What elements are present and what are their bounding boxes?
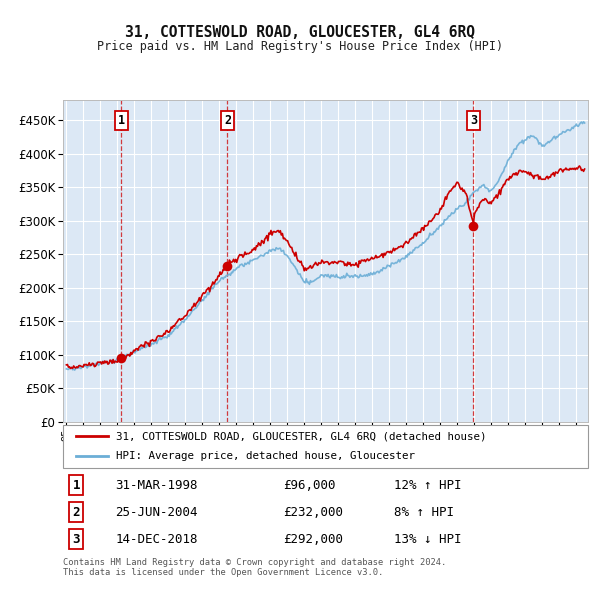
Text: Price paid vs. HM Land Registry's House Price Index (HPI): Price paid vs. HM Land Registry's House …: [97, 40, 503, 53]
Text: 14-DEC-2018: 14-DEC-2018: [115, 533, 198, 546]
Text: £96,000: £96,000: [284, 479, 336, 492]
Text: 3: 3: [73, 533, 80, 546]
Text: HPI: Average price, detached house, Gloucester: HPI: Average price, detached house, Glou…: [115, 451, 415, 461]
Text: 1: 1: [73, 479, 80, 492]
Text: 12% ↑ HPI: 12% ↑ HPI: [394, 479, 461, 492]
Text: £232,000: £232,000: [284, 506, 343, 519]
Text: 8% ↑ HPI: 8% ↑ HPI: [394, 506, 454, 519]
Text: 2: 2: [73, 506, 80, 519]
Text: 31-MAR-1998: 31-MAR-1998: [115, 479, 198, 492]
Text: Contains HM Land Registry data © Crown copyright and database right 2024.
This d: Contains HM Land Registry data © Crown c…: [63, 558, 446, 577]
Text: 31, COTTESWOLD ROAD, GLOUCESTER, GL4 6RQ: 31, COTTESWOLD ROAD, GLOUCESTER, GL4 6RQ: [125, 25, 475, 40]
Text: 25-JUN-2004: 25-JUN-2004: [115, 506, 198, 519]
Text: £292,000: £292,000: [284, 533, 343, 546]
Text: 3: 3: [470, 114, 477, 127]
Text: 13% ↓ HPI: 13% ↓ HPI: [394, 533, 461, 546]
Text: 2: 2: [224, 114, 231, 127]
Text: 1: 1: [118, 114, 125, 127]
Text: 31, COTTESWOLD ROAD, GLOUCESTER, GL4 6RQ (detached house): 31, COTTESWOLD ROAD, GLOUCESTER, GL4 6RQ…: [115, 431, 486, 441]
